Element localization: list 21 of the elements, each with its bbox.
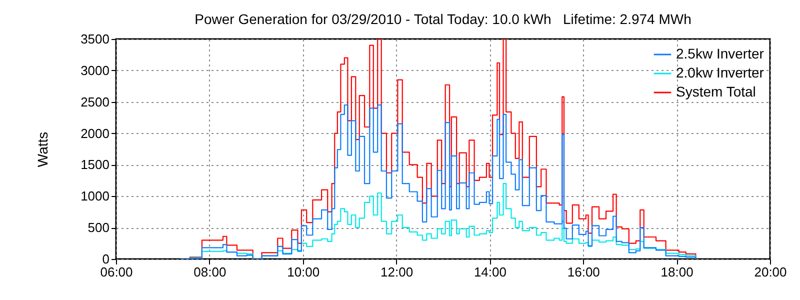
y-tick-label: 3000 [80, 62, 110, 78]
x-tick-label: 20:00 [754, 264, 787, 280]
y-tick-label: 0 [102, 252, 110, 266]
y-axis-title: Watts [34, 132, 51, 168]
legend-label: System Total [676, 84, 756, 100]
y-tick-label: 2500 [80, 94, 110, 110]
x-tick-label: 08:00 [194, 264, 226, 280]
x-tick-label: 18:00 [660, 264, 694, 280]
y-tick-label: 1000 [80, 188, 110, 204]
y-tick-label: 3500 [80, 32, 110, 46]
legend-label: 2.5kw Inverter [676, 46, 764, 62]
chart-title: Power Generation for 03/29/2010 - Total Today: 10.0 kWh Lifetime: 2.974 MWh [194, 11, 692, 27]
legend-label: 2.0kw Inverter [676, 64, 764, 80]
x-tick-label: 14:00 [474, 264, 506, 280]
x-tick-label: 12:00 [380, 264, 414, 280]
y-tick-label: 1500 [80, 157, 110, 172]
x-tick-label: 06:00 [100, 264, 133, 280]
x-tick-label: 16:00 [567, 264, 600, 280]
y-tick-label: 500 [88, 220, 110, 236]
y-tick-label: 2000 [80, 126, 110, 141]
x-tick-label: 10:00 [287, 264, 320, 280]
